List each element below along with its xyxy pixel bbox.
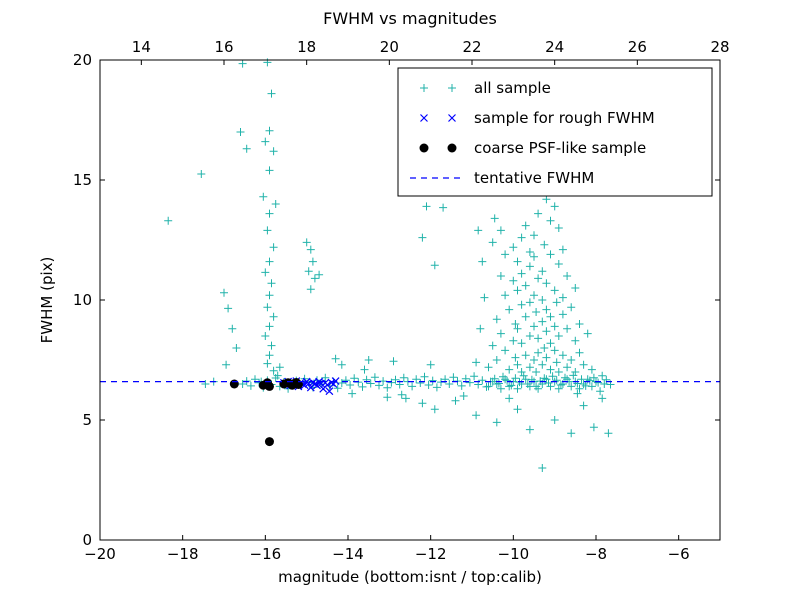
x-tick-label-bottom: −20	[84, 545, 116, 563]
scatter-all-sample	[164, 58, 615, 472]
legend-markers	[410, 84, 464, 179]
y-tick-label: 15	[73, 171, 92, 189]
legend-marker-dot	[419, 143, 429, 153]
legend-marker-plus	[420, 84, 456, 92]
legend-label-psf-sample: coarse PSF-like sample	[474, 139, 646, 157]
x-tick-label-bottom: −14	[332, 545, 364, 563]
legend: all sample sample for rough FWHM coarse …	[397, 67, 713, 197]
x-tick-label-top: 16	[214, 38, 233, 56]
x-tick-label-top: 28	[710, 38, 729, 56]
psf-dot	[293, 379, 303, 389]
axes-ticks-layer: −20 −18 −16 −14 −12 −10 −8 −6 14 16 18 20 22 24 26 28 0 5…	[73, 38, 730, 563]
x-tick-label-bottom: −12	[415, 545, 447, 563]
x-tick-label-top: 14	[132, 38, 151, 56]
x-tick-label-bottom: −8	[585, 545, 607, 563]
x-tick-label-top: 20	[380, 38, 399, 56]
legend-label-tentative-fwhm: tentative FWHM	[474, 169, 594, 187]
y-tick-label: 20	[73, 51, 92, 69]
x-tick-label-top: 22	[462, 38, 481, 56]
legend-box	[397, 67, 713, 197]
legend-label-rough-fwhm: sample for rough FWHM	[474, 109, 655, 127]
x-tick-label-bottom: −6	[668, 545, 690, 563]
x-tick-label-top: 26	[628, 38, 647, 56]
y-axis-label: FWHM (pix)	[38, 257, 56, 344]
scatter-points-layer	[100, 58, 720, 472]
x-tick-label-bottom: −18	[167, 545, 199, 563]
plot-border	[99, 59, 721, 541]
legend-marker-dot	[447, 143, 457, 153]
psf-dot	[264, 437, 274, 447]
psf-dot	[229, 379, 239, 389]
psf-dot	[264, 381, 274, 391]
x-tick-label-bottom: −16	[250, 545, 282, 563]
legend-label-all-sample: all sample	[474, 79, 551, 97]
legend-marker-x	[420, 114, 456, 122]
chart-title: FWHM vs magnitudes	[323, 9, 497, 28]
y-tick-label: 0	[82, 531, 92, 549]
x-axis-label: magnitude (bottom:isnt / top:calib)	[278, 568, 542, 586]
y-tick-label: 10	[73, 291, 92, 309]
x-tick-label-top: 18	[297, 38, 316, 56]
x-tick-label-top: 24	[545, 38, 564, 56]
y-tick-label: 5	[82, 411, 92, 429]
x-tick-label-bottom: −10	[498, 545, 530, 563]
